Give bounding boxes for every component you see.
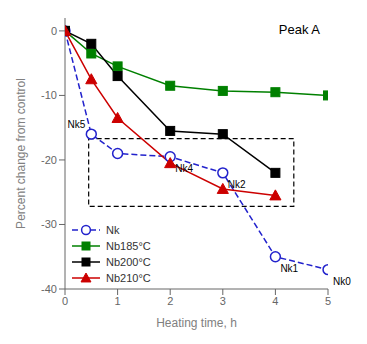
- svg-text:-30: -30: [41, 218, 57, 230]
- html-text:Nb185°C: Nb185°C: [106, 240, 151, 252]
- html-text:Nb200°C: Nb200°C: [106, 256, 151, 268]
- svg-text:Nk4: Nk4: [175, 163, 193, 174]
- svg-text:1: 1: [115, 295, 121, 307]
- svg-text:-10: -10: [41, 89, 57, 101]
- svg-text:Heating time, h: Heating time, h: [156, 316, 237, 330]
- svg-text:Nk2: Nk2: [228, 179, 246, 190]
- svg-text:Peak A: Peak A: [279, 22, 321, 37]
- svg-text:Nk1: Nk1: [280, 263, 298, 274]
- svg-text:4: 4: [272, 295, 278, 307]
- svg-text:2: 2: [167, 295, 173, 307]
- html-text:Nb210°C: Nb210°C: [106, 272, 151, 284]
- html-text:Nk: Nk: [106, 224, 120, 236]
- svg-text:3: 3: [220, 295, 226, 307]
- svg-text:0: 0: [51, 25, 57, 37]
- svg-text:Nk5: Nk5: [68, 119, 86, 130]
- svg-text:Nk0: Nk0: [333, 276, 351, 287]
- svg-text:Percent change from control: Percent change from control: [14, 78, 28, 229]
- svg-text:-20: -20: [41, 154, 57, 166]
- svg-text:-40: -40: [41, 283, 57, 295]
- svg-text:0: 0: [62, 295, 68, 307]
- svg-text:5: 5: [325, 295, 331, 307]
